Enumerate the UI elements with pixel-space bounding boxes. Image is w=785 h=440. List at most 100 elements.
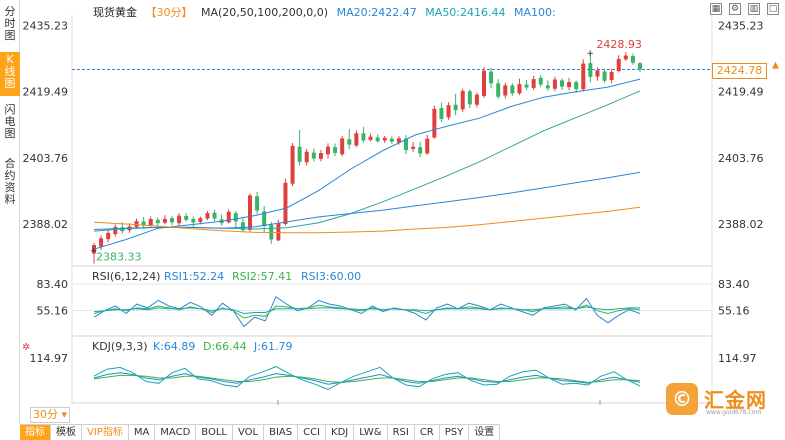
- candle-body: [240, 222, 245, 231]
- candle-body: [155, 219, 160, 224]
- candle-body: [226, 211, 231, 223]
- candle-body: [446, 105, 451, 118]
- candle-body: [404, 138, 408, 151]
- indicator-tab-ma-3[interactable]: MA: [129, 425, 156, 440]
- candle-body: [361, 133, 366, 141]
- candle-body: [340, 138, 345, 155]
- kdj-line-j: [93, 366, 641, 390]
- candle-body: [425, 138, 430, 154]
- footer: 30分 ▾ 指标 模板 VIP指标 MA MACD BOLL VOL BIAS CCI KDJ LW…: [0, 405, 785, 440]
- candle-body: [333, 147, 338, 154]
- high-price-label: 2428.93: [596, 38, 642, 51]
- indicator-tab---0[interactable]: 指标: [20, 425, 51, 440]
- rsi-line-rsi3: [93, 306, 640, 315]
- rsi-line-rsi1: [93, 295, 641, 328]
- candle-body: [411, 146, 416, 149]
- ma100-value: MA100:: [514, 6, 556, 19]
- chart-area: 2435.23 2435.23 2419.49 2419.49 2403.76 2403.…: [20, 0, 785, 405]
- chart-svg: 2435.23 2435.23 2419.49 2419.49 2403.76 2403.…: [22, 14, 779, 405]
- indicator-tab-vol-6[interactable]: VOL: [233, 425, 265, 440]
- candle-body: [318, 153, 323, 159]
- site-logo: © 汇金网 www.gold678.com: [666, 383, 783, 419]
- candle-body: [531, 79, 536, 88]
- tab-time-chart[interactable]: 分 时 图: [4, 5, 16, 42]
- vertical-tab-bar: 分 时 图 K 线 图 闪 电 图 合 约 资 料: [0, 0, 20, 424]
- indicator-tab---1[interactable]: 模板: [51, 425, 82, 440]
- candle-body: [453, 104, 458, 111]
- logo-badge-icon: ©: [666, 383, 698, 415]
- candle-body: [354, 133, 359, 146]
- candle-body: [99, 238, 104, 247]
- candle-body: [581, 63, 586, 90]
- candle-body: [106, 232, 111, 240]
- logo-name: 汇金网: [704, 388, 767, 412]
- kdj-line-d: [93, 374, 641, 383]
- price-tick-left: 2435.23: [23, 20, 69, 33]
- tab-flash-chart[interactable]: 闪 电 图: [4, 103, 16, 140]
- candle-body: [638, 63, 642, 70]
- indicator-tab---14[interactable]: 设置: [469, 425, 501, 440]
- indicator-tab-bias-7[interactable]: BIAS: [264, 425, 299, 440]
- candle-body: [474, 94, 479, 105]
- candle-body: [148, 218, 153, 226]
- indicator-tab-boll-5[interactable]: BOLL: [196, 425, 233, 440]
- price-tick-left: 2419.49: [23, 86, 69, 99]
- candle-body: [482, 70, 486, 96]
- indicator-tab-cci-8[interactable]: CCI: [298, 425, 327, 440]
- rsi2-value: RSI2:57.41: [232, 270, 292, 283]
- candle-body: [184, 216, 189, 220]
- candle-body: [205, 213, 210, 219]
- ma-line-ma20: [93, 78, 641, 250]
- candle-body: [290, 145, 295, 184]
- price-tick-right: 2419.49: [718, 86, 764, 99]
- indicator-tab-psy-13[interactable]: PSY: [440, 425, 470, 440]
- kdj-settings-icon: ✲: [22, 342, 30, 353]
- rsi-line-rsi2: [93, 304, 641, 319]
- candle-body: [489, 71, 494, 84]
- candle-body: [630, 56, 635, 63]
- indicator-tab-vip--2[interactable]: VIP指标: [82, 425, 129, 440]
- candle-body: [347, 139, 352, 145]
- indicator-tab-rsi-11[interactable]: RSI: [388, 425, 415, 440]
- candle-body: [588, 63, 593, 77]
- indicator-tab-cr-12[interactable]: CR: [415, 425, 440, 440]
- candle-body: [432, 108, 437, 138]
- grid-icon[interactable]: ▦: [710, 3, 722, 15]
- period-select-button[interactable]: 30分 ▾: [30, 407, 70, 423]
- fullscreen-icon[interactable]: ▢: [767, 3, 779, 15]
- ma-settings[interactable]: MA(20,50,100,200,0,0): [201, 6, 329, 19]
- candle-body: [162, 218, 167, 223]
- indicator-tab-lw--10[interactable]: LW&: [354, 425, 388, 440]
- settings-icon[interactable]: ⚙: [729, 3, 741, 15]
- candle-body: [560, 80, 564, 87]
- candle-body: [524, 84, 529, 88]
- candle-body: [510, 85, 515, 94]
- candle-body: [602, 71, 607, 81]
- indicator-tab-kdj-9[interactable]: KDJ: [326, 425, 355, 440]
- kdj-tick-right: 114.97: [718, 352, 757, 365]
- period-label[interactable]: 【30分】: [145, 6, 193, 19]
- tab-contract-info[interactable]: 合 约 资 料: [4, 157, 16, 206]
- low-marker-icon: +: [90, 247, 98, 257]
- kdj-d-value: D:66.44: [203, 340, 247, 353]
- candle-body: [297, 146, 302, 162]
- chart-type-icon[interactable]: ▥: [748, 3, 760, 15]
- ma-line-ma50: [93, 90, 641, 232]
- current-price-tag: 2424.78: [712, 63, 767, 79]
- price-tick-right: 2403.76: [718, 152, 764, 165]
- kdj-title: KDJ(9,3,3): [92, 340, 148, 353]
- tab-kline-chart[interactable]: K 线 图: [0, 52, 20, 96]
- date-label: 08/01: [583, 404, 618, 405]
- window-controls: ▦ ⚙ ▥ ▢: [710, 3, 779, 15]
- indicator-tab-macd-4[interactable]: MACD: [155, 425, 197, 440]
- price-tick-left: 2403.76: [23, 152, 69, 165]
- candle-body: [567, 82, 572, 88]
- candle-body: [276, 223, 281, 241]
- main-legend: 现货黄金 【30分】 MA(20,50,100,200,0,0) MA20:24…: [93, 4, 561, 20]
- price-tick-right: 2435.23: [718, 20, 764, 33]
- candle-body: [496, 83, 501, 97]
- candle-body: [177, 215, 182, 224]
- ma-line-ma200: [93, 206, 641, 234]
- candle-body: [460, 90, 465, 110]
- candle-body: [248, 195, 252, 230]
